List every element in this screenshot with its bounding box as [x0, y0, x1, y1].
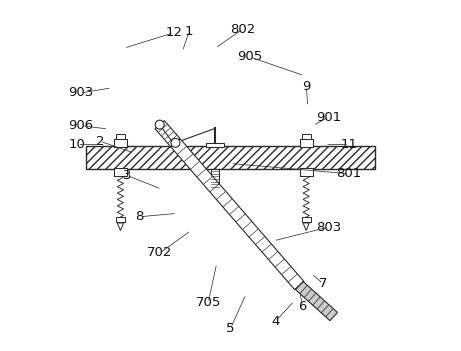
Text: 6: 6	[299, 300, 307, 313]
Text: 12: 12	[165, 26, 182, 39]
Text: 8: 8	[135, 210, 143, 223]
Text: 3: 3	[123, 169, 131, 182]
Circle shape	[155, 120, 164, 129]
Polygon shape	[155, 121, 180, 147]
Bar	[300, 168, 313, 176]
Text: 803: 803	[316, 220, 341, 234]
Text: 802: 802	[230, 23, 255, 36]
Text: 903: 903	[68, 86, 94, 99]
Text: 5: 5	[226, 322, 235, 335]
Circle shape	[171, 138, 180, 147]
Text: 2: 2	[95, 134, 104, 148]
Text: 705: 705	[195, 296, 221, 309]
Bar	[116, 217, 125, 222]
Bar	[114, 168, 127, 176]
Text: 1: 1	[185, 25, 194, 38]
Text: 7: 7	[319, 277, 328, 290]
Bar	[116, 134, 125, 139]
Polygon shape	[296, 282, 337, 321]
Bar	[301, 217, 311, 222]
Text: 905: 905	[237, 50, 262, 63]
Bar	[86, 146, 375, 168]
Bar	[301, 134, 311, 139]
Text: 9: 9	[302, 80, 310, 93]
Bar	[206, 143, 225, 147]
Text: 11: 11	[341, 138, 358, 151]
Polygon shape	[303, 223, 309, 231]
Bar	[211, 168, 219, 189]
Text: 10: 10	[69, 138, 86, 151]
Text: 906: 906	[68, 119, 94, 132]
Bar	[300, 139, 313, 147]
Bar	[114, 139, 127, 147]
Text: 801: 801	[337, 167, 362, 180]
Polygon shape	[171, 139, 304, 290]
Text: 702: 702	[148, 246, 173, 259]
Text: 4: 4	[271, 315, 279, 328]
Polygon shape	[118, 223, 124, 231]
Text: 901: 901	[316, 111, 341, 124]
